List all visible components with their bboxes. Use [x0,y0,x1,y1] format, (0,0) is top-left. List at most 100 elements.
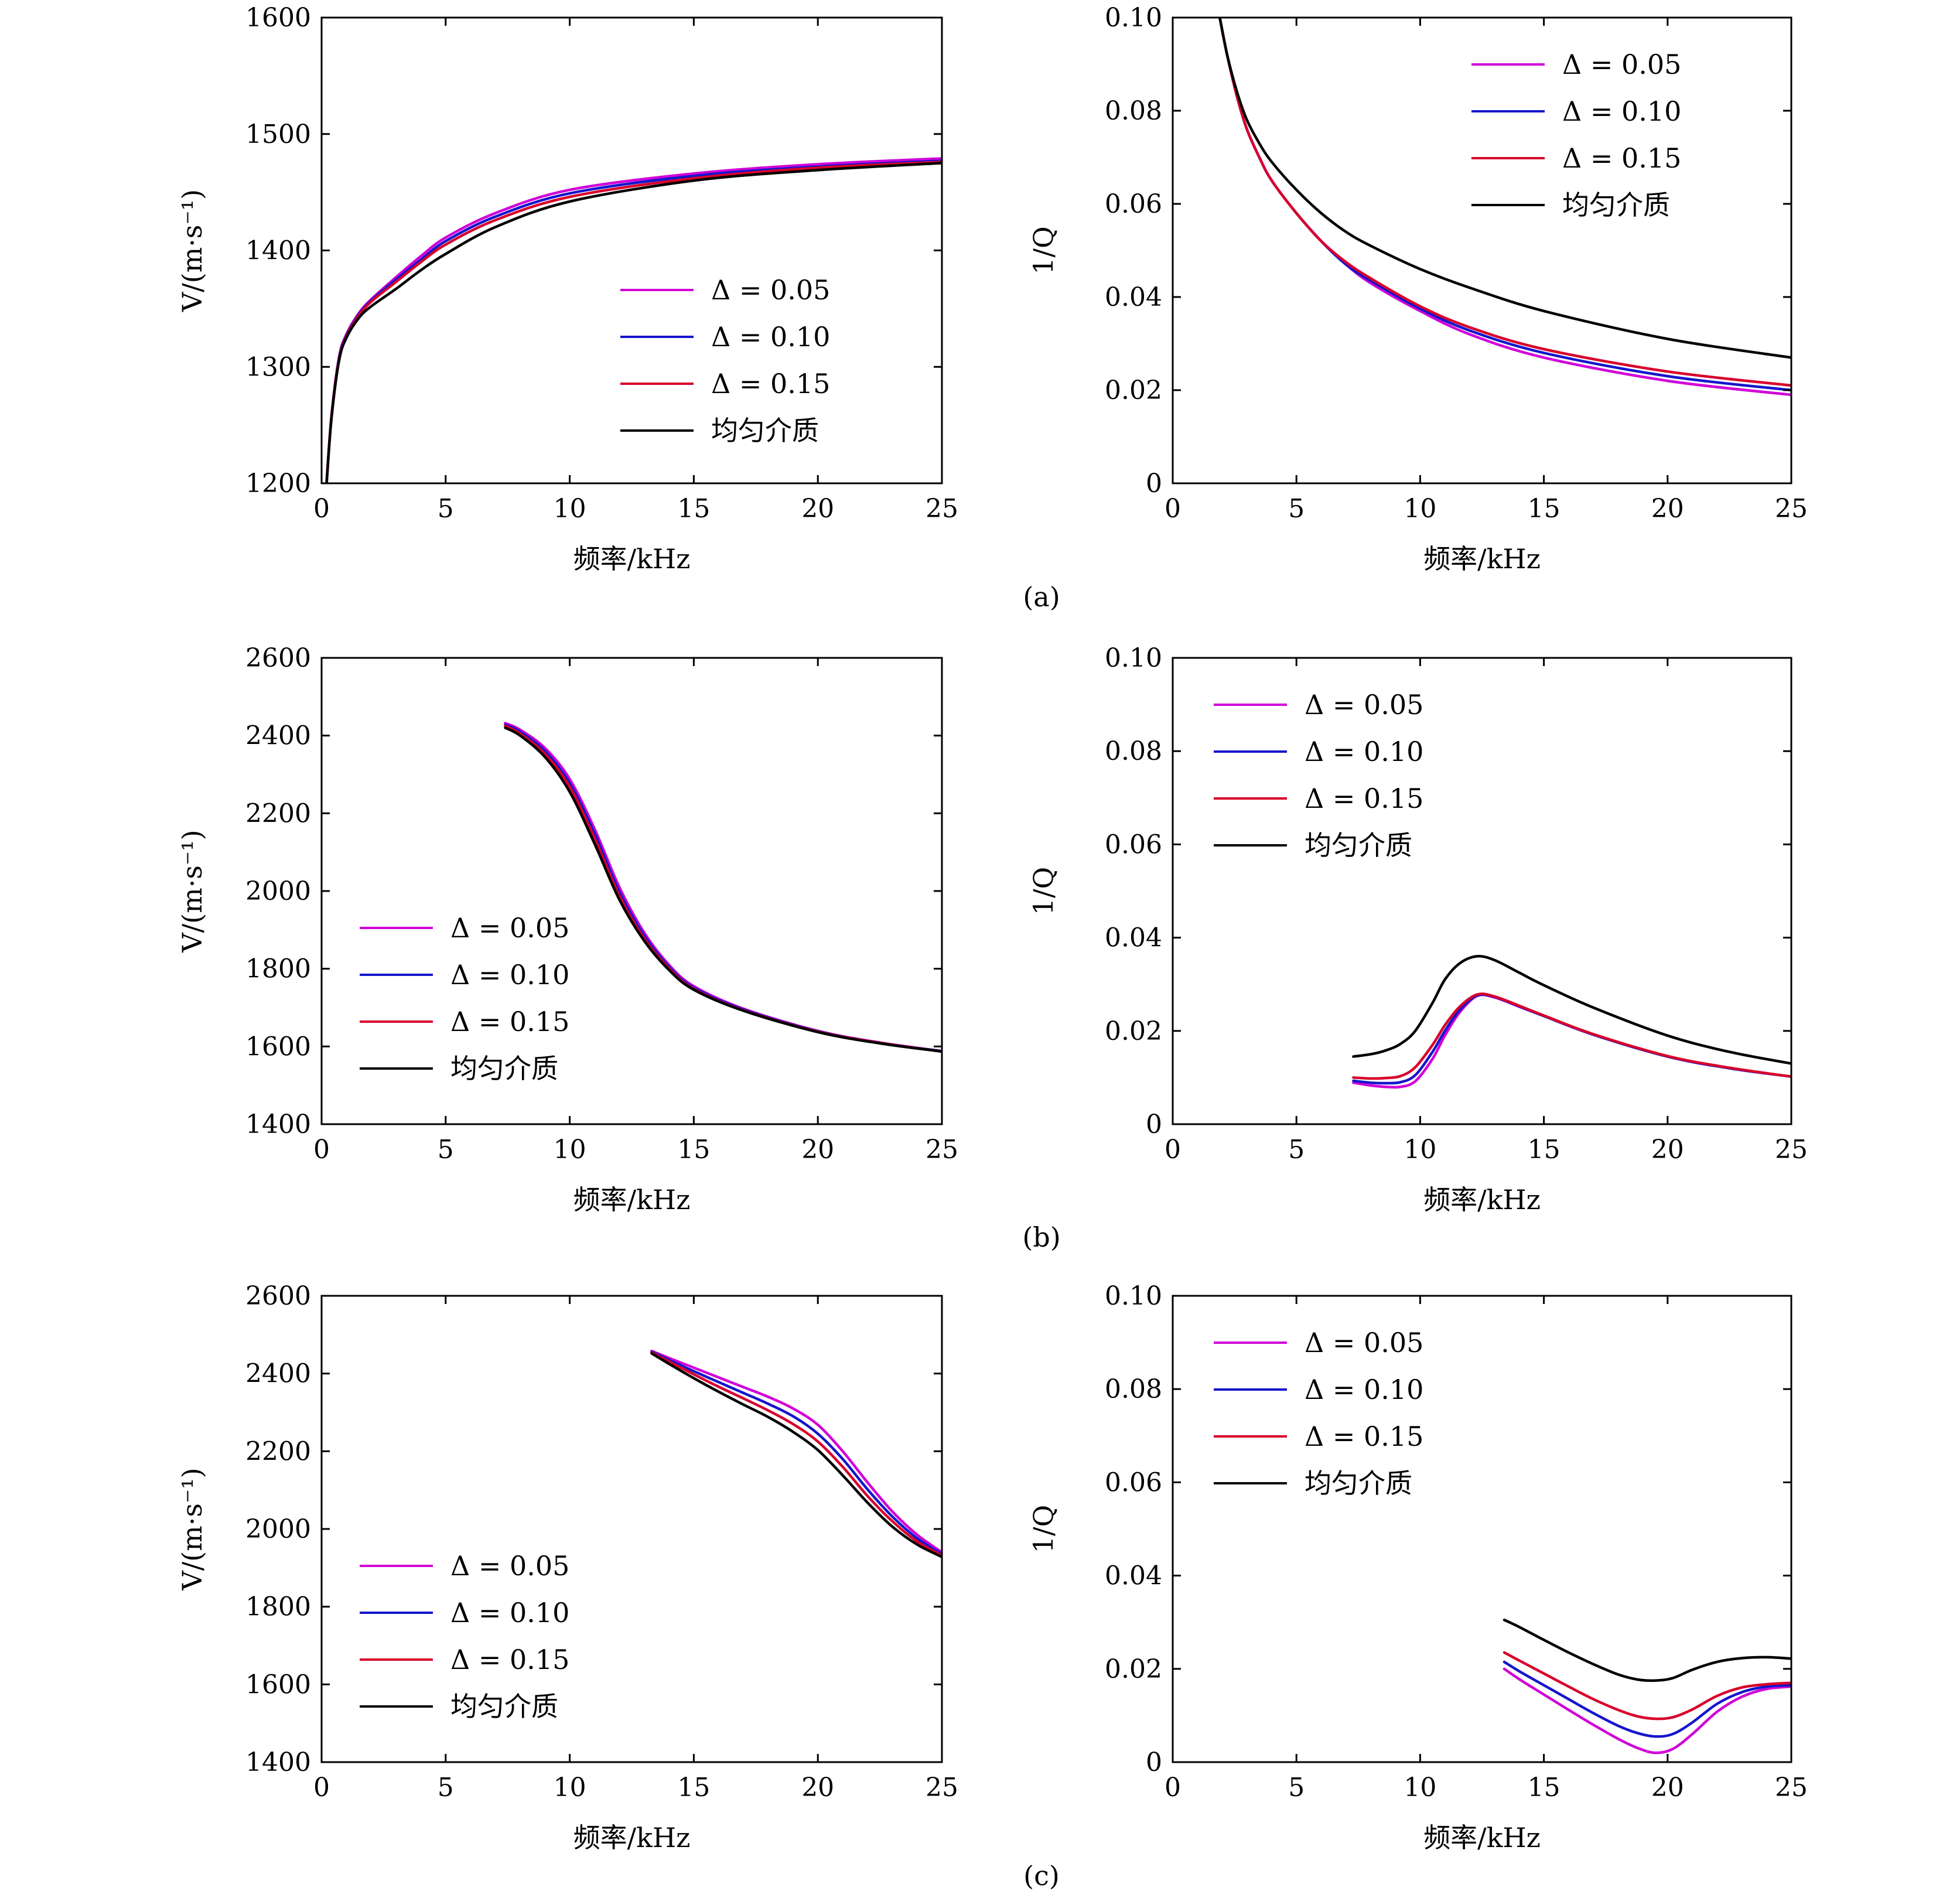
plot-frame [1172,657,1792,1125]
x-tick-label: 15 [677,1773,710,1803]
legend-label-4: 均匀介质 [1305,830,1412,861]
x-tick-label: 0 [313,494,330,524]
series-line-4 [325,162,942,483]
legend-label-3: Δ = 0.15 [1305,1421,1423,1452]
x-tick-label: 20 [1651,1135,1684,1165]
x-tick-label: 0 [1165,494,1181,524]
x-tick-label: 25 [926,494,958,524]
y-tick-label: 1400 [245,1110,311,1139]
x-tick-label: 10 [554,1773,586,1803]
y-tick-label: 0 [1146,1747,1162,1777]
legend-label-4: 均匀介质 [1305,1467,1412,1499]
x-tick-label: 15 [677,1135,710,1165]
x-tick-label: 5 [438,1135,454,1165]
y-tick-label: 0.04 [1105,923,1162,953]
legend-label-4: 均匀介质 [450,1691,558,1722]
legend-label-1: Δ = 0.05 [1562,49,1681,80]
y-tick-label: 0.06 [1105,189,1162,219]
series-line-1 [1352,993,1791,1089]
legend: Δ = 0.05 Δ = 0.10 Δ = 0.15 均匀介质 [360,912,569,1084]
x-axis-label: 频率/kHz [1423,1822,1541,1854]
y-axis-label: V/(m·s⁻¹) [176,1467,208,1590]
x-axis-label: 频率/kHz [573,1822,691,1854]
y-tick-label: 0.10 [1105,3,1162,33]
legend-label-2: Δ = 0.10 [450,959,569,991]
caption-c: (c) [1023,1860,1060,1891]
y-tick-label: 2600 [245,643,311,673]
series-line-1 [650,1349,942,1554]
x-tick-label: 25 [926,1135,958,1165]
x-tick-label: 25 [926,1773,958,1803]
series-line-3 [1352,992,1791,1080]
series-line-4 [1218,18,1791,359]
x-tick-label: 0 [313,1773,330,1803]
y-axis-label: 1/Q [1027,226,1059,274]
x-tick-label: 0 [1165,1773,1181,1803]
legend-label-2: Δ = 0.10 [450,1597,569,1629]
x-tick-label: 5 [438,1773,454,1803]
x-tick-label: 20 [1651,1773,1684,1803]
x-tick-label: 25 [1775,494,1808,524]
x-tick-label: 5 [1288,494,1305,524]
x-tick-label: 15 [1528,494,1561,524]
y-tick-label: 2600 [245,1281,311,1311]
y-tick-label: 0.04 [1105,282,1162,312]
y-tick-label: 2000 [245,1514,311,1544]
y-axis-label: 1/Q [1027,867,1059,915]
x-axis-label: 频率/kHz [573,1184,691,1216]
series-line-1 [1503,1667,1791,1755]
x-tick-label: 15 [677,494,710,524]
y-axis-label: V/(m·s⁻¹) [176,830,208,953]
legend: Δ = 0.05 Δ = 0.10 Δ = 0.15 均匀介质 [1214,689,1423,861]
legend-label-1: Δ = 0.05 [450,912,569,944]
series-line-3 [325,161,942,483]
plot-frame [320,16,943,484]
series-line-2 [325,159,942,483]
x-axis-label: 频率/kHz [573,543,691,575]
legend-label-2: Δ = 0.10 [1305,736,1423,767]
y-tick-label: 1800 [245,1592,311,1622]
x-tick-label: 10 [1404,1773,1436,1803]
y-tick-label: 0.04 [1105,1561,1162,1591]
x-tick-label: 10 [1404,1135,1436,1165]
x-tick-label: 20 [801,1135,834,1165]
x-tick-label: 25 [1775,1773,1808,1803]
plot-frame [320,657,943,1125]
y-tick-label: 0.06 [1105,1467,1162,1497]
y-tick-label: 1500 [245,120,311,149]
legend-label-4: 均匀介质 [711,415,819,446]
y-axis-label: 1/Q [1027,1505,1059,1553]
x-tick-label: 0 [1165,1135,1181,1165]
y-tick-label: 1300 [245,352,311,382]
y-tick-label: 1600 [245,1032,311,1061]
legend-label-1: Δ = 0.05 [711,274,830,306]
y-tick-label: 2200 [245,798,311,828]
x-axis-label: 频率/kHz [1423,1184,1541,1216]
y-tick-label: 2200 [245,1436,311,1466]
legend-label-1: Δ = 0.05 [1305,689,1423,721]
series-line-4 [504,726,942,1053]
plot-frame [320,1295,943,1763]
y-tick-label: 2400 [245,721,311,751]
caption-a: (a) [1023,581,1060,613]
series-line-1 [325,157,942,483]
legend-label-2: Δ = 0.10 [1562,95,1681,127]
chart-b-velocity: 0 5 10 15 20 25 1400 1600 1800 2000 2200 2400 2600 频率… [176,643,958,1216]
legend-label-2: Δ = 0.10 [711,321,830,353]
chart-b-attenuation: 0 5 10 15 20 25 0 0.02 0.04 0.06 0.08 0.10 频率/kHz 1/Q… [1027,643,1808,1216]
x-tick-label: 25 [1775,1135,1808,1165]
chart-c-velocity: 0 5 10 15 20 25 1400 1600 1800 2000 2200 2400 2600 频率… [176,1281,958,1854]
y-tick-label: 0.08 [1105,96,1162,126]
chart-a-attenuation: 0 5 10 15 20 25 0 0.02 0.04 0.06 0.08 0.10 频率/kHz 1/Q… [1027,3,1808,575]
x-tick-label: 20 [1651,494,1684,524]
y-tick-label: 1600 [245,3,311,33]
y-tick-label: 0 [1146,1110,1162,1139]
y-tick-label: 0.08 [1105,736,1162,766]
x-tick-label: 5 [1288,1773,1305,1803]
legend-label-1: Δ = 0.05 [1305,1327,1423,1358]
x-tick-label: 15 [1528,1135,1561,1165]
y-tick-label: 0.02 [1105,1016,1162,1046]
y-tick-label: 0.08 [1105,1374,1162,1404]
series-line-2 [650,1350,942,1556]
x-axis-label: 频率/kHz [1423,543,1541,575]
